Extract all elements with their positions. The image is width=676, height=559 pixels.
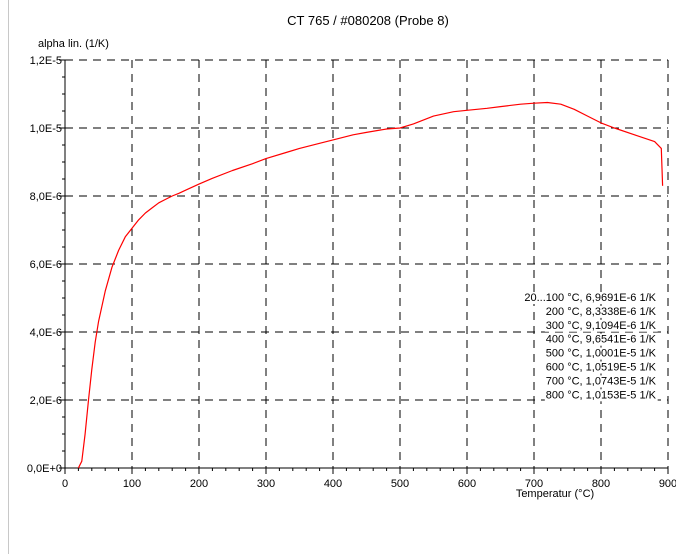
annotation-background [544,333,658,346]
data-series [77,101,664,469]
x-tick-label: 100 [123,478,141,490]
grid-lines [65,59,669,468]
x-tick-label: 0 [62,478,68,490]
x-tick-label: 600 [458,478,476,490]
annotation-label: 600 °C, 1,0519E-5 1/K [546,362,657,374]
annotation-background [544,361,658,374]
annotation-background [544,389,658,402]
window-left-border [8,0,9,554]
x-axis-label: Temperatur (°C) [516,488,594,500]
y-tick-label: 6,0E-6 [30,259,62,271]
x-tick-label: 900 [659,478,676,490]
annotation-background [523,292,658,304]
x-tick-label: 700 [525,478,543,490]
annotation-background [544,375,658,388]
y-tick-label: 1,2E-5 [30,55,62,67]
annotation-label: 400 °C, 9,6541E-6 1/K [546,334,657,346]
annotation-label: 800 °C, 1,0153E-5 1/K [546,389,657,401]
annotation-background [544,347,658,360]
y-tick-label: 4,0E-6 [30,327,62,339]
annotations: 20...100 °C, 6,9691E-6 1/K 200 °C, 8,3338… [523,292,658,402]
chart-title: CT 765 / #080208 (Probe 8) [287,13,449,28]
y-tick-label: 2,0E-6 [30,395,62,407]
annotation-label: 500 °C, 1,0001E-5 1/K [546,348,657,360]
annotation-background [544,319,658,332]
x-tick-label: 400 [324,478,342,490]
x-tick-label: 800 [592,478,610,490]
x-tick-label: 500 [391,478,409,490]
annotation-label: 300 °C, 9,1094E-6 1/K [546,320,657,332]
x-tick-label: 200 [190,478,208,490]
annotation-label: 20...100 °C, 6,9691E-6 1/K [524,292,656,304]
axis-ticks: 0 100 200 300 400 500 600 700 800 900 0,0E+0 2,0E-6… [27,55,676,490]
y-tick-label: 1,0E-5 [30,123,62,135]
x-tick-label: 300 [257,478,275,490]
annotation-label: 700 °C, 1,0743E-5 1/K [546,375,657,387]
y-tick-label: 8,0E-6 [30,191,62,203]
annotation-background [544,305,658,318]
annotation-label: 200 °C, 8,3338E-6 1/K [546,306,657,318]
series-line [77,101,664,469]
y-axis-label: alpha lin. (1/K) [38,38,109,50]
y-tick-label: 0,0E+0 [27,463,62,475]
